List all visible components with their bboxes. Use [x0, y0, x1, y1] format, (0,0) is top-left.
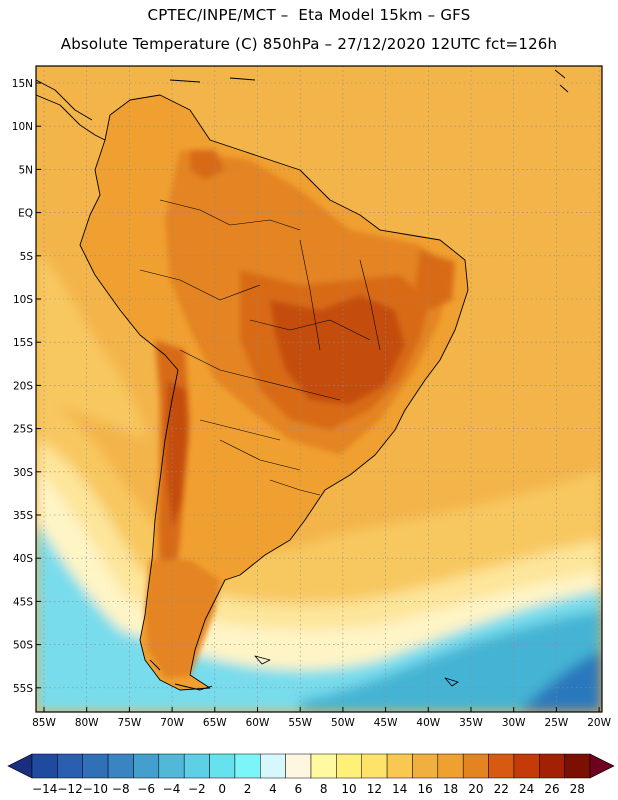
longitude-label: 40W: [416, 717, 440, 729]
northern-hot-spot: [190, 150, 225, 180]
colorbar-swatch: [513, 753, 540, 779]
longitude-label: 45W: [374, 717, 398, 729]
colorbar-label: −6: [137, 782, 155, 796]
colorbar-swatch: [260, 753, 286, 779]
colorbar-label: −8: [112, 782, 130, 796]
colorbar-swatch: [31, 753, 58, 779]
caribbean-islands: [169, 69, 569, 93]
longitude-label: 25W: [545, 717, 569, 729]
coastal-cool-tongue: [36, 250, 150, 440]
longitude-label: 65W: [203, 717, 227, 729]
colorbar-swatch: [336, 753, 362, 779]
longitude-label: 55W: [288, 717, 312, 729]
colorbar-swatch: [209, 753, 236, 779]
longitude-label: 80W: [75, 717, 99, 729]
colorbar-label: 14: [392, 782, 407, 796]
longitude-label: 30W: [502, 717, 526, 729]
temperature-map: [36, 66, 602, 712]
latitude-label: 40S: [13, 553, 33, 565]
colorbar-label: 16: [417, 782, 432, 796]
northeast-hot-spot: [415, 250, 455, 310]
map-frame: [35, 65, 603, 713]
colorbar-swatch: [386, 753, 413, 779]
longitude-label: 75W: [118, 717, 142, 729]
colorbar-low-arrow: [7, 753, 33, 779]
colorbar-swatch: [462, 753, 489, 779]
colorbar-swatch: [310, 753, 337, 779]
colorbar-label: 18: [443, 782, 458, 796]
colorbar-high-arrow: [589, 753, 615, 779]
colorbar-label: 28: [570, 782, 585, 796]
colorbar-label: 8: [320, 782, 328, 796]
latitude-label: 15N: [12, 78, 33, 90]
latitude-label: 50S: [13, 640, 33, 652]
colorbar-swatch: [437, 753, 464, 779]
latitude-label: 20S: [13, 380, 33, 392]
longitude-label: 60W: [246, 717, 270, 729]
colorbar-label: −12: [57, 782, 82, 796]
colorbar-swatch: [234, 753, 261, 779]
colorbar-label: −10: [83, 782, 108, 796]
colorbar-label: 6: [294, 782, 302, 796]
longitude-label: 50W: [331, 717, 355, 729]
colorbar-swatch: [82, 753, 109, 779]
latitude-label: 5N: [18, 164, 33, 176]
colorbar-swatch: [285, 753, 312, 779]
colorbar-swatch: [361, 753, 388, 779]
latitude-label: 30S: [13, 467, 33, 479]
longitude-label: 85W: [32, 717, 56, 729]
deep-cold-band: [520, 650, 602, 712]
colorbar-swatch: [57, 753, 83, 779]
longitude-label: 35W: [459, 717, 483, 729]
central-america-coastline: [36, 79, 106, 141]
longitude-axis: 85W 80W 75W 70W 65W 60W 55W 50W 45W 40W 35W 30W 25W 2…: [32, 707, 612, 729]
colorbar-swatch: [564, 753, 591, 779]
falkland-islands: [254, 655, 459, 687]
south-america-coastline: [79, 94, 469, 691]
coastlines: [36, 69, 569, 691]
coldest-band: [300, 610, 602, 712]
colorbar-label: 24: [519, 782, 534, 796]
colorbar-swatch: [183, 753, 210, 779]
hottest-region: [270, 295, 405, 405]
colorbar-label: 10: [341, 782, 356, 796]
colorbar-label: −14: [32, 782, 57, 796]
latitude-label: 10S: [13, 294, 33, 306]
map-title: CPTEC/INPE/MCT – Eta Model 15km – GFS: [147, 6, 471, 24]
map-subtitle: Absolute Temperature (C) 850hPa – 27/12/…: [60, 35, 558, 53]
latitude-label: 10N: [12, 121, 33, 133]
colorbar-label: −4: [163, 782, 181, 796]
colorbar-swatch: [133, 753, 160, 779]
colorbar-label: 0: [218, 782, 226, 796]
colorbar-label: 2: [244, 782, 252, 796]
longitude-label: 20W: [587, 717, 611, 729]
latitude-label: 5S: [20, 251, 34, 263]
colorbar-label: 4: [269, 782, 277, 796]
tierra-del-fuego: [149, 659, 213, 691]
colorbar-label: 20: [468, 782, 483, 796]
latitude-label: 45S: [13, 596, 33, 608]
latitude-label: 35S: [13, 510, 33, 522]
colorbar-swatch: [488, 753, 515, 779]
colorbar-label: 22: [494, 782, 509, 796]
colorbar-swatch: [539, 753, 565, 779]
temperature-colorbar: −14 −12 −10 −8 −6 −4 −2 0 2 4 6 8 10 12 14 16 18 20 22 24 26…: [7, 753, 615, 796]
latitude-label: 25S: [13, 424, 33, 436]
latitude-label: 55S: [13, 683, 33, 695]
latitude-label: EQ: [18, 208, 33, 220]
colorbar-swatch: [107, 753, 134, 779]
latitude-axis: 15N 10N 5N EQ 5S 10S 15S 20S 25S 30S 35S 40S 45S 50S 5…: [12, 78, 41, 695]
latitude-label: 15S: [13, 337, 33, 349]
colorbar-swatch: [158, 753, 185, 779]
andes-hottest-strip: [166, 380, 188, 530]
country-borders: [139, 199, 381, 496]
patagonia-mild-region: [145, 560, 220, 678]
longitude-label: 70W: [160, 717, 184, 729]
colorbar-swatch: [412, 753, 439, 779]
colorbar-label: 12: [367, 782, 382, 796]
colorbar-label: −2: [188, 782, 206, 796]
colorbar-label: 26: [544, 782, 559, 796]
land-field: [80, 95, 468, 690]
